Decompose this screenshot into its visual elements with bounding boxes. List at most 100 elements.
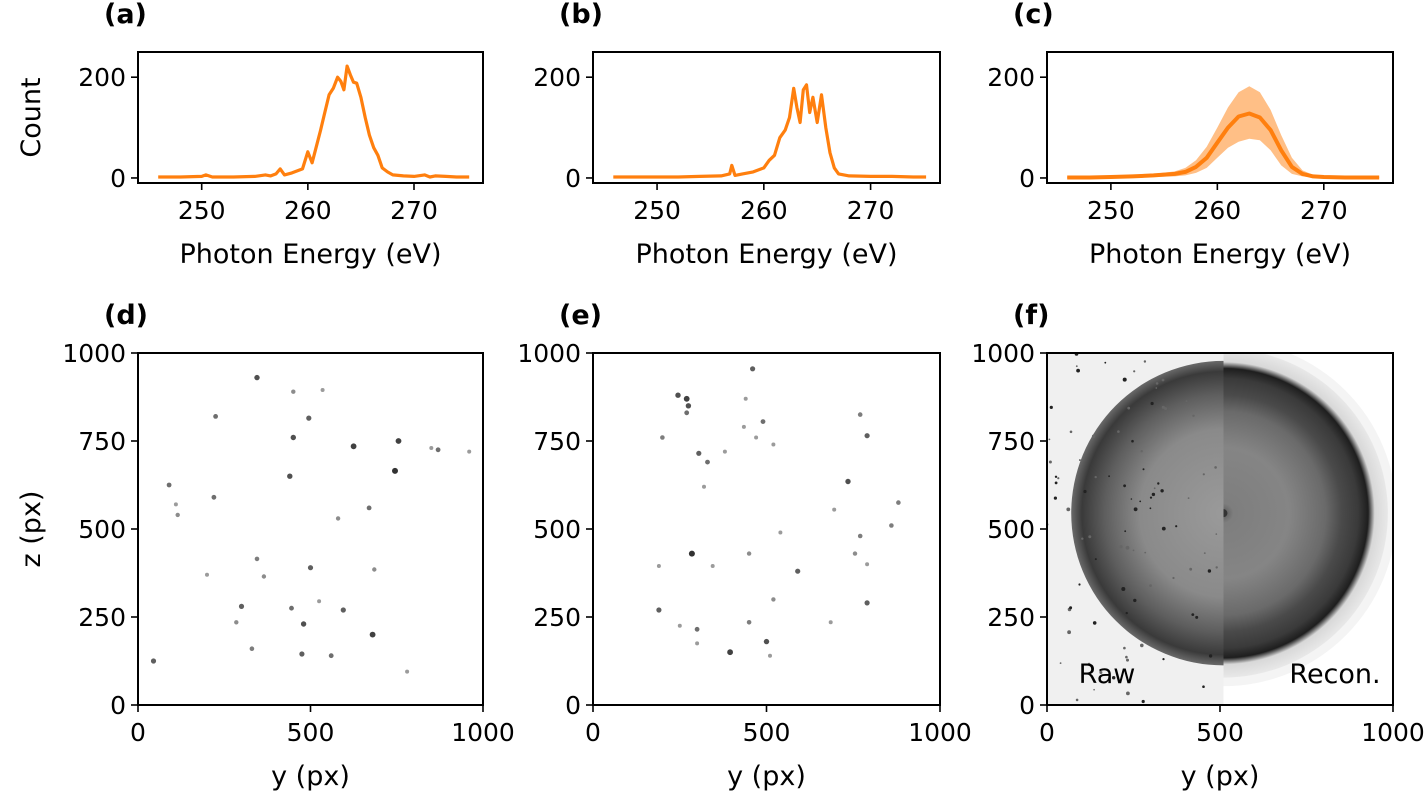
panel-e-detector-hit bbox=[754, 435, 759, 440]
panel-e-detector-hit bbox=[771, 442, 776, 447]
raw-speckle bbox=[1214, 466, 1217, 469]
raw-speckle bbox=[1150, 401, 1154, 406]
panel-d-detector-hit bbox=[366, 505, 372, 511]
raw-speckle bbox=[1132, 549, 1135, 552]
panel-b-plot-area bbox=[613, 83, 927, 179]
panel-f-ytick-label: 1000 bbox=[971, 339, 1035, 368]
raw-speckle bbox=[1131, 439, 1134, 443]
panel-d-detector-hit bbox=[299, 651, 305, 657]
panel-a-frame bbox=[137, 51, 484, 184]
panel-d-detector-hit bbox=[300, 621, 307, 627]
raw-speckle bbox=[1099, 671, 1103, 674]
raw-speckle bbox=[1117, 430, 1120, 433]
raw-speckle bbox=[1149, 584, 1152, 587]
raw-speckle bbox=[1094, 475, 1097, 479]
panel-f-ytick-label: 0 bbox=[1019, 691, 1035, 720]
raw-speckle bbox=[1142, 468, 1145, 471]
panel-e-detector-hit bbox=[795, 568, 801, 574]
panel-c-xtick-label: 260 bbox=[1193, 196, 1241, 225]
panel-c-frame bbox=[1046, 51, 1394, 184]
recon-ring bbox=[1223, 353, 1388, 678]
panel-a-ytick-label: 0 bbox=[110, 164, 126, 193]
raw-speckle bbox=[1151, 492, 1156, 497]
raw-speckle bbox=[1202, 685, 1205, 688]
panel-f-label: (f) bbox=[1013, 300, 1049, 331]
raw-speckle bbox=[1079, 459, 1081, 461]
raw-speckle bbox=[1088, 535, 1092, 539]
raw-speckle bbox=[1092, 621, 1097, 625]
panel-d-detector-hit bbox=[350, 443, 357, 450]
raw-speckle bbox=[1059, 662, 1062, 664]
raw-speckle bbox=[1143, 360, 1147, 363]
panel-d-detector-hit bbox=[290, 434, 296, 441]
panel-e-detector-hit bbox=[864, 433, 870, 439]
panel-c-mean-line bbox=[1067, 111, 1380, 180]
raw-speckle bbox=[1125, 545, 1130, 550]
panel-e-detector-hit bbox=[675, 392, 681, 398]
raw-speckle bbox=[1069, 606, 1073, 610]
panel-e-detector-hit bbox=[705, 459, 710, 465]
raw-speckle bbox=[1075, 365, 1078, 368]
panel-e-detector-hit bbox=[768, 653, 772, 658]
raw-speckle bbox=[1202, 473, 1205, 476]
panel-d-detector-hit bbox=[254, 374, 260, 381]
raw-speckle bbox=[1126, 691, 1130, 696]
raw-speckle bbox=[1054, 475, 1058, 478]
raw-speckle bbox=[1187, 497, 1190, 499]
panel-c-label: (c) bbox=[1013, 0, 1054, 30]
panel-e-detector-hit bbox=[696, 450, 702, 456]
panel-b: 250 260 270 0 200 Photon Energy (eV) (b) bbox=[533, 0, 941, 270]
panel-e-detector-hit bbox=[685, 403, 692, 409]
panel-d-detector-hit bbox=[307, 565, 314, 571]
raw-speckle bbox=[1155, 382, 1159, 385]
panel-d-xtick-label: 0 bbox=[130, 718, 146, 747]
panel-e-ytick-label: 1000 bbox=[517, 339, 581, 368]
panel-f-ytick-label: 750 bbox=[987, 427, 1035, 456]
panel-e-frame bbox=[592, 352, 941, 706]
panel-e-detector-hit bbox=[750, 366, 756, 372]
panel-d-detector-hit bbox=[173, 502, 178, 507]
raw-speckle bbox=[1149, 496, 1153, 499]
raw-speckle bbox=[1122, 377, 1127, 382]
raw-speckle bbox=[1081, 537, 1084, 540]
panel-e: 0 500 1000 0 250 500 750 1000 y (px) (e) bbox=[517, 300, 971, 792]
raw-ring bbox=[1071, 360, 1224, 666]
raw-speckle bbox=[1048, 438, 1051, 441]
panel-b-label: (b) bbox=[559, 0, 603, 30]
raw-speckle bbox=[1076, 368, 1080, 373]
panel-f: Raw Recon. 0 500 1000 0 250 500 750 1000 y (px) (f) bbox=[971, 300, 1424, 792]
panel-e-xtick-label: 0 bbox=[585, 718, 601, 747]
raw-speckle bbox=[1094, 558, 1097, 561]
panel-d-detector-hit bbox=[328, 653, 334, 659]
raw-speckle bbox=[1127, 406, 1131, 410]
panel-d-detector-hit bbox=[289, 605, 294, 611]
panel-d-xtick-label: 1000 bbox=[451, 718, 515, 747]
panel-a-xlabel: Photon Energy (eV) bbox=[180, 239, 442, 270]
panel-e-detector-hit bbox=[852, 551, 858, 556]
raw-speckle bbox=[1162, 658, 1165, 661]
panel-e-ytick-label: 250 bbox=[533, 603, 581, 632]
panel-d-detector-hit bbox=[320, 388, 325, 392]
panel-e-detector-hit bbox=[656, 564, 661, 568]
panel-d-detector-hit bbox=[175, 512, 180, 518]
panel-e-detector-hit bbox=[857, 412, 863, 417]
panel-d-detector-hit bbox=[405, 669, 410, 674]
panel-e-detector-hit bbox=[746, 620, 752, 625]
panel-d-detector-hit bbox=[372, 567, 377, 572]
panel-e-detector-hit bbox=[722, 449, 727, 454]
raw-speckle bbox=[1155, 387, 1158, 389]
panel-b-spectrum-line bbox=[613, 83, 927, 179]
raw-speckle bbox=[1124, 530, 1127, 533]
panel-d-ytick-label: 0 bbox=[110, 691, 126, 720]
raw-speckle bbox=[1144, 551, 1147, 554]
panel-e-detector-hit bbox=[889, 523, 894, 528]
panel-d-detector-hit bbox=[335, 516, 341, 521]
raw-speckle bbox=[1207, 569, 1212, 573]
panel-d-detector-hit bbox=[369, 631, 376, 638]
raw-speckle bbox=[1121, 587, 1126, 591]
raw-speckle bbox=[1149, 507, 1152, 510]
panel-d-detector-hit bbox=[213, 414, 219, 419]
panel-e-xtick-label: 1000 bbox=[908, 718, 972, 747]
raw-speckle bbox=[1164, 407, 1168, 411]
